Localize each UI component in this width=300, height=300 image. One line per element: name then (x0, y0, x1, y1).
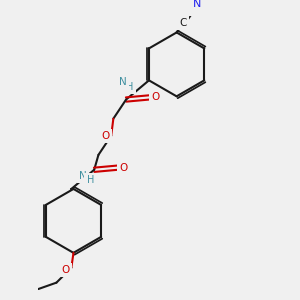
Text: H: H (126, 82, 134, 92)
Text: O: O (101, 131, 110, 141)
Text: N: N (193, 0, 201, 9)
Text: O: O (151, 92, 160, 102)
Text: C: C (179, 18, 187, 28)
Text: N: N (119, 77, 127, 88)
Text: O: O (61, 265, 70, 275)
Text: N: N (79, 171, 87, 181)
Text: H: H (86, 176, 94, 185)
Text: O: O (119, 163, 128, 173)
